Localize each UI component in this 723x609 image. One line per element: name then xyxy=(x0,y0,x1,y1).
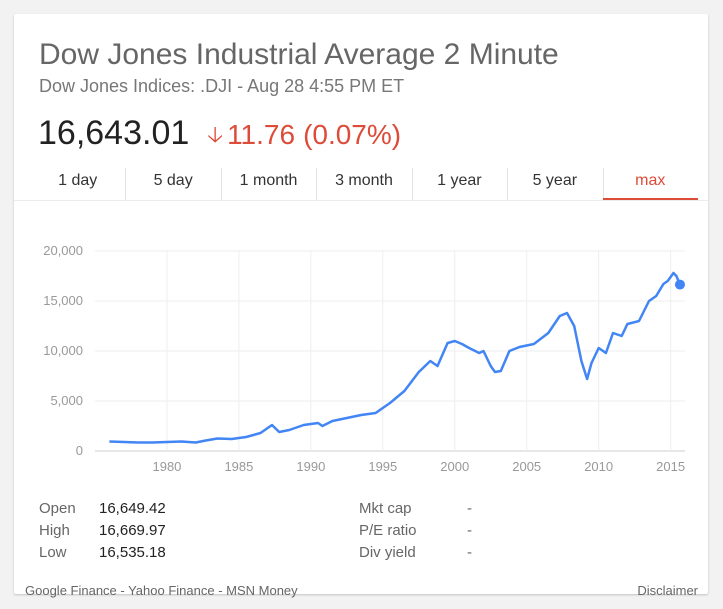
range-tabs: 1 day 5 day 1 month 3 month 1 year 5 yea… xyxy=(30,164,698,200)
y-tick-label: 10,000 xyxy=(43,343,83,358)
change-percent: (0.07%) xyxy=(303,119,402,150)
stock-card: Dow Jones Industrial Average 2 Minute Do… xyxy=(14,14,708,594)
x-tick-label: 2005 xyxy=(512,459,541,474)
tab-1-month[interactable]: 1 month xyxy=(220,164,316,200)
exchange-subtitle: Dow Jones Indices: .DJI - Aug 28 4:55 PM… xyxy=(39,76,405,96)
x-tick-label: 1990 xyxy=(296,459,325,474)
stat-label-mkt-cap: Mkt cap xyxy=(359,500,412,517)
stat-value-high: 16,669.97 xyxy=(99,522,166,539)
stat-label-div-yield: Div yield xyxy=(359,544,416,561)
price-change: 🡣 11.76 (0.07%) xyxy=(207,119,401,158)
tab-max[interactable]: max xyxy=(602,164,698,200)
tab-5-day[interactable]: 5 day xyxy=(125,164,220,200)
disclaimer-link[interactable]: Disclaimer xyxy=(637,583,698,598)
x-tick-label: 1995 xyxy=(368,459,397,474)
tab-5-year[interactable]: 5 year xyxy=(507,164,602,200)
x-tick-label: 2000 xyxy=(440,459,469,474)
series-line xyxy=(109,271,682,444)
tab-1-year[interactable]: 1 year xyxy=(411,164,507,200)
stat-label-open: Open xyxy=(39,500,76,517)
x-tick-label: 1980 xyxy=(152,459,181,474)
footer: Google Finance - Yahoo Finance - MSN Mon… xyxy=(25,583,698,598)
change-value: 11.76 xyxy=(227,119,296,150)
stat-value-mkt-cap: - xyxy=(467,500,472,517)
y-tick-label: 20,000 xyxy=(43,243,83,258)
y-tick-label: 5,000 xyxy=(50,393,83,408)
stat-value-low: 16,535.18 xyxy=(99,544,166,561)
stat-value-div-yield: - xyxy=(467,544,472,561)
stat-label-pe-ratio: P/E ratio xyxy=(359,522,417,539)
x-tick-label: 1985 xyxy=(224,459,253,474)
quote-row: 16,643.01 🡣 11.76 (0.07%) xyxy=(38,114,401,158)
arrow-down-icon: 🡣 xyxy=(207,122,224,147)
stat-label-low: Low xyxy=(39,544,67,561)
stat-row: High 16,669.97 P/E ratio - xyxy=(39,520,472,542)
stat-row: Low 16,535.18 Div yield - xyxy=(39,542,472,564)
stat-label-high: High xyxy=(39,522,70,539)
price-chart[interactable]: 20,000 15,000 10,000 5,000 0 1980 1985 1990 1995… xyxy=(14,202,708,492)
stat-row: Open 16,649.42 Mkt cap - xyxy=(39,498,472,520)
page-title: Dow Jones Industrial Average 2 Minute xyxy=(39,38,559,71)
current-point-marker xyxy=(674,279,685,290)
tabs-divider xyxy=(14,200,708,201)
x-tick-label: 2010 xyxy=(584,459,613,474)
stat-value-pe-ratio: - xyxy=(467,522,472,539)
x-tick-label: 2015 xyxy=(656,459,685,474)
y-tick-label: 15,000 xyxy=(43,293,83,308)
current-price: 16,643.01 xyxy=(38,114,190,152)
tab-3-month[interactable]: 3 month xyxy=(316,164,411,200)
stats-table: Open 16,649.42 Mkt cap - High 16,669.97 … xyxy=(39,498,472,564)
y-tick-label: 0 xyxy=(76,443,83,458)
sources-links[interactable]: Google Finance - Yahoo Finance - MSN Mon… xyxy=(25,583,298,598)
tab-1-day[interactable]: 1 day xyxy=(58,172,98,189)
stat-value-open: 16,649.42 xyxy=(99,500,166,517)
